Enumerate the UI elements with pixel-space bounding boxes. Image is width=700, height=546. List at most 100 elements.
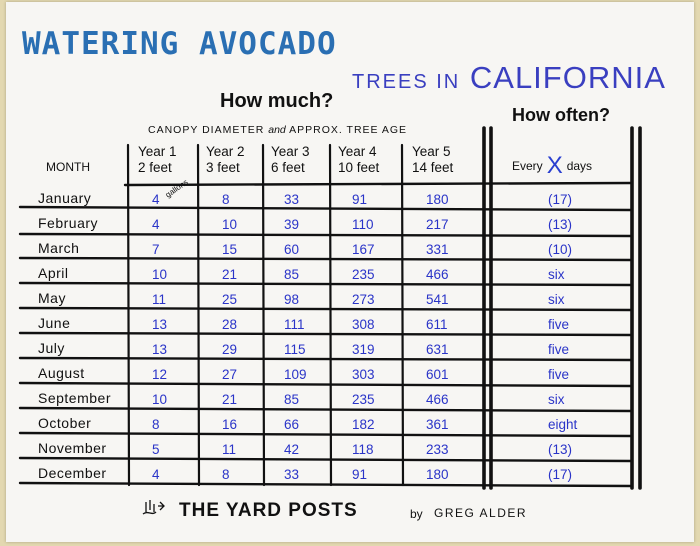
gallons-cell: 27 [222,367,238,382]
gallons-cell: 11 [222,442,237,457]
gallons-cell: 303 [352,367,375,382]
frequency-cell: six [548,392,565,407]
gallons-cell: 10 [152,392,168,407]
gallons-cell: 85 [284,267,300,282]
gallons-cell: 235 [352,267,375,282]
canopy-size-label: 6 feet [271,160,305,175]
gallons-cell: 273 [352,292,375,307]
row-lines [18,181,634,488]
gallons-cell: 115 [284,342,306,357]
gallons-cell: 167 [352,242,375,257]
column-line [400,143,405,487]
gallons-cell: 601 [426,367,449,382]
gallons-cell: 85 [284,392,300,407]
month-label: March [38,240,80,256]
year-label: Year 4 [338,144,377,159]
year-header: Year 5 14 feet [412,144,453,176]
canopy-text-1: CANOPY DIAMETER [148,124,265,136]
gallons-cell: 5 [152,442,160,457]
month-label: July [38,340,65,356]
how-much-heading: How much? [220,90,334,112]
frequency-cell: (17) [548,467,573,482]
gallons-cell: 29 [222,342,238,357]
every-label: Every [512,159,543,173]
x-marker: X [546,152,563,179]
gallons-cell: 109 [284,367,307,382]
gallons-cell: 28 [222,317,238,332]
gallons-cell: 10 [152,267,168,282]
gallons-cell: 21 [222,267,238,282]
canopy-text-2: APPROX. TREE AGE [289,124,408,136]
gallons-cell: 12 [152,367,168,382]
month-label: October [38,415,92,431]
row-line [18,256,634,262]
month-label: January [38,190,92,206]
row-line [18,456,634,463]
title-line-1: WATERING AVOCADO [22,26,337,62]
month-label: February [38,215,99,231]
column-line [196,143,201,487]
header-divider-line [123,181,634,187]
column-line [126,143,131,487]
year-header: Year 4 10 feet [338,144,379,176]
column-lines [126,143,405,487]
gallons-cell: 466 [426,267,449,282]
month-label: September [38,390,111,406]
footer-by: by [410,507,423,521]
frequency-cell: six [548,292,565,307]
gallons-cell: 180 [426,467,449,482]
gallons-cell: 91 [352,467,368,482]
month-label: June [38,315,71,331]
canopy-size-label: 3 feet [206,160,240,175]
gallons-cell: 466 [426,392,449,407]
gallons-cell: 33 [284,192,300,207]
column-line [328,143,333,487]
gallons-cell: 8 [222,467,230,482]
frequency-cell: (13) [548,217,573,232]
gallons-cell: 11 [152,292,167,307]
title-california: CALIFORNIA [469,60,666,95]
frequency-cell: (17) [548,192,573,207]
footer-logo-icon [140,496,176,524]
gallons-cell: 39 [284,217,300,232]
frequency-cell: (13) [548,442,573,457]
gallons-cell: 611 [426,317,448,332]
double-separators [482,126,642,490]
year-label: Year 2 [206,144,245,159]
canopy-heading: CANOPY DIAMETER and APPROX. TREE AGE [148,124,407,136]
frequency-cell: eight [548,417,578,432]
days-label: days [566,159,593,173]
month-column-header: MONTH [46,160,90,174]
row-line [18,306,634,312]
gallons-cell: 182 [352,417,375,432]
row-line [18,232,634,238]
month-label: December [38,465,107,481]
gallons-cell: 42 [284,442,300,457]
year-label: Year 3 [271,144,310,159]
footer-brand: THE YARD POSTS [179,500,358,521]
footer-author: GREG ALDER [434,506,528,520]
gallons-cell: 10 [222,217,238,232]
gallons-cell: 15 [222,242,238,257]
gallons-cell: 361 [426,417,449,432]
gallons-cell: 13 [152,317,168,332]
gallons-cell: 233 [426,442,449,457]
canopy-and: and [268,124,286,136]
row-line [18,431,634,438]
gallons-cell: 98 [284,292,300,307]
gallons-cell: 331 [426,242,449,257]
gallons-cell: 217 [426,217,449,232]
column-line [261,143,266,487]
gallons-cell: 4 [152,192,160,207]
gallons-cell: 110 [352,217,374,232]
gallons-cell: 319 [352,342,375,357]
gallons-cell: 631 [426,342,449,357]
month-label: April [38,265,69,281]
gallons-cell: 235 [352,392,375,407]
gallons-cell: 8 [222,192,230,207]
frequency-cell: (10) [548,242,573,257]
gallons-cell: 541 [426,292,449,307]
